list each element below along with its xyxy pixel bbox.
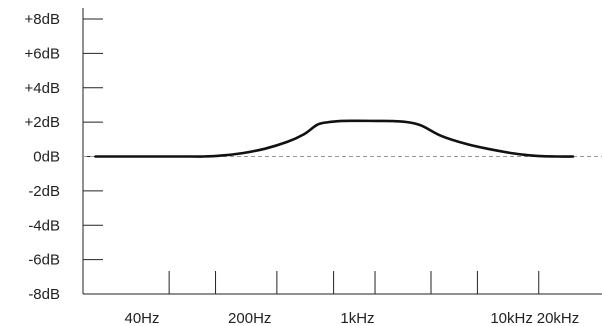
y-tick-label: -6dB <box>28 252 60 269</box>
x-axis-ticks <box>168 271 540 294</box>
frequency-response-curve <box>94 119 575 158</box>
y-tick-label: +6dB <box>25 45 60 62</box>
y-tick-label: -2dB <box>28 183 60 200</box>
y-tick-label: -4dB <box>28 217 60 234</box>
y-axis-ticks <box>83 18 103 261</box>
y-tick-label: +8dB <box>25 11 60 28</box>
y-tick-label: +2dB <box>25 114 60 131</box>
x-tick-label: 1kHz <box>340 310 374 326</box>
x-tick-label: 200Hz <box>228 310 271 326</box>
x-axis-labels: 40Hz 200Hz 1kHz 10kHz 20kHz <box>124 310 579 326</box>
x-tick-label: 20kHz <box>537 310 580 326</box>
y-tick-label: +4dB <box>25 80 60 97</box>
x-tick-label: 10kHz <box>490 310 533 326</box>
y-tick-label: 0dB <box>33 149 60 166</box>
x-tick-label: 40Hz <box>124 310 159 326</box>
y-tick-label: -8dB <box>28 286 60 303</box>
y-axis-labels: +8dB +6dB +4dB +2dB 0dB -2dB -4dB -6dB -8dB <box>25 11 60 303</box>
